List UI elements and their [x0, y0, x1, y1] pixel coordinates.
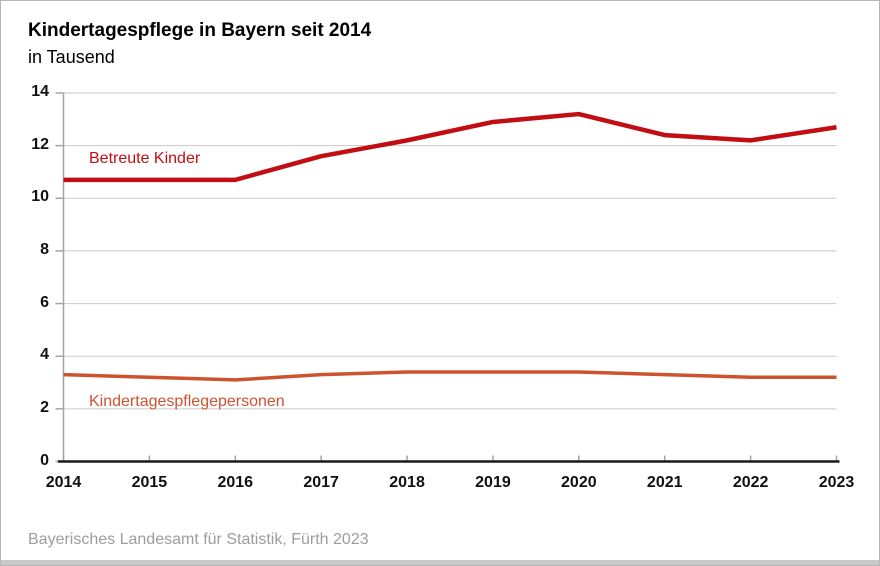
- source-attribution: Bayerisches Landesamt für Statistik, Für…: [28, 531, 369, 548]
- chart-title: Kindertagespflege in Bayern seit 2014: [28, 20, 372, 41]
- y-tick-label: 2: [40, 398, 49, 416]
- x-tick-label: 2016: [217, 474, 254, 491]
- series-line-1: [63, 370, 837, 382]
- x-tick-label: 2023: [818, 474, 855, 491]
- x-tick-label: 2020: [561, 474, 597, 491]
- y-tick-label: 6: [40, 293, 49, 311]
- bottom-accent-bar: [1, 560, 879, 565]
- series-label-betreute-kinder: Betreute Kinder: [89, 150, 201, 167]
- x-tick-label: 2018: [389, 474, 425, 491]
- y-tick-label: 14: [31, 83, 49, 100]
- x-tick-label: 2014: [45, 474, 82, 491]
- y-tick-label: 0: [40, 451, 49, 469]
- series-line-0: [63, 111, 837, 183]
- x-tick-label: 2022: [732, 474, 769, 491]
- x-tick-label: 2021: [646, 474, 683, 491]
- series-label-kindertagespflegepersonen: Kindertagespflegepersonen: [89, 393, 285, 410]
- x-tick-label: 2019: [475, 474, 511, 491]
- x-tick-label: 2015: [131, 474, 168, 491]
- y-tick-label: 8: [40, 240, 49, 258]
- y-tick-label: 12: [31, 135, 49, 153]
- chart-subtitle: in Tausend: [28, 47, 115, 67]
- y-tick-label: 4: [40, 346, 49, 364]
- y-tick-label: 10: [31, 188, 49, 206]
- x-tick-label: 2017: [303, 474, 339, 491]
